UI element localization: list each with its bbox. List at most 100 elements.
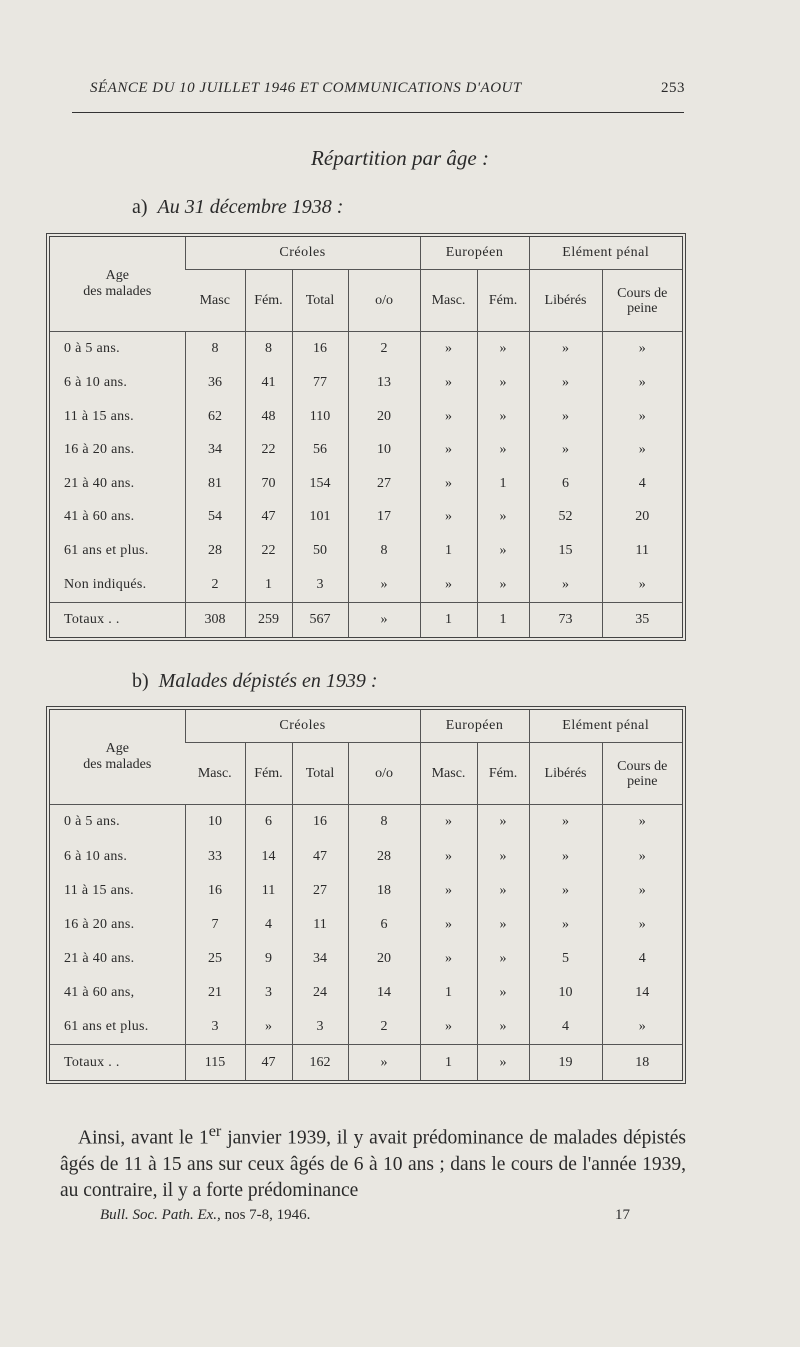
table: Age des malades Créoles Européen Elément pén… bbox=[46, 706, 686, 1084]
header-row: Age des malades Créoles Européen Elément pén… bbox=[50, 710, 683, 805]
cell: » bbox=[528, 433, 603, 467]
cell: 14 bbox=[347, 975, 421, 1010]
table: Age des malades Créoles Européen Elément pén… bbox=[46, 233, 686, 641]
cell: 4 bbox=[244, 907, 292, 942]
cell: 4 bbox=[601, 466, 683, 501]
cell: » bbox=[419, 466, 478, 501]
data-row: 41 à 60 ans. 54 47 101 17»» 52 20 bbox=[50, 500, 683, 535]
cell: 4 bbox=[601, 941, 683, 976]
column-header: Total bbox=[291, 742, 348, 805]
cell: 2 bbox=[184, 567, 245, 603]
header-row: Masc. Fém. Total o/o Masc. Fém. Libérés Cours d… bbox=[50, 742, 683, 805]
cell: 20 bbox=[347, 399, 421, 434]
age-header: Age des malades bbox=[50, 710, 185, 805]
footer: Bull. Soc. Path. Ex., nos 7-8, 1946. 17 bbox=[100, 1207, 630, 1224]
cell: 3 bbox=[291, 1009, 348, 1045]
cell: » bbox=[528, 839, 603, 874]
cell: 1 bbox=[476, 601, 530, 637]
row-label: 11 à 15 ans. bbox=[64, 882, 134, 898]
header-row: Age des malades Créoles Européen Elément pén… bbox=[50, 237, 683, 332]
cell: 8 bbox=[184, 331, 245, 367]
cell: 5 bbox=[528, 941, 603, 976]
cell: » bbox=[419, 366, 478, 400]
cell: 2 bbox=[347, 331, 421, 367]
data-row: 0 à 5 ans. 8 8 16 2»»»» bbox=[50, 331, 683, 367]
column-header: Masc bbox=[185, 269, 245, 332]
row-label: Totaux . . bbox=[50, 1044, 185, 1080]
table-head: Age des malades Créoles Européen Elément pén… bbox=[50, 710, 683, 805]
journal: Bull. Soc. Path. Ex., bbox=[100, 1207, 221, 1223]
cell: » bbox=[419, 839, 478, 874]
cell: » bbox=[476, 975, 530, 1010]
cell: » bbox=[476, 873, 530, 908]
column-header: Cours de peine bbox=[601, 742, 683, 805]
cell: 20 bbox=[347, 941, 421, 976]
data-table: Age des malades Créoles Européen Elément pén… bbox=[50, 710, 683, 1080]
caption-label: a) bbox=[132, 196, 148, 218]
cell: » bbox=[419, 873, 478, 908]
cell: 48 bbox=[244, 399, 292, 434]
cell: 28 bbox=[347, 839, 421, 874]
cell: » bbox=[528, 804, 603, 840]
row-label: 16 à 20 ans. bbox=[64, 442, 135, 458]
age-header-line: des malades bbox=[83, 757, 152, 772]
cell: 7 bbox=[184, 907, 245, 942]
column-header: Fém. bbox=[476, 269, 530, 332]
cell: 110 bbox=[291, 399, 348, 434]
cell: 3 bbox=[291, 567, 348, 603]
row-label: 61 ans et plus. bbox=[64, 542, 149, 558]
column-header: Fém. bbox=[244, 742, 292, 805]
cell: 10 bbox=[528, 975, 603, 1010]
total-row: Totaux . . 115 47 162» 1» 19 18 bbox=[50, 1044, 683, 1080]
group-header: Européen bbox=[419, 237, 530, 270]
row-label: 16 à 20 ans. bbox=[64, 916, 135, 932]
table-caption: a) Au 31 décembre 1938 : bbox=[132, 196, 343, 219]
table-caption: b) Malades dépistés en 1939 : bbox=[132, 670, 378, 693]
row-label: 0 à 5 ans. bbox=[64, 814, 120, 830]
cell: 47 bbox=[244, 500, 292, 535]
row-label: 0 à 5 ans. bbox=[64, 341, 120, 357]
cell: 1 bbox=[476, 466, 530, 501]
cell: » bbox=[476, 567, 530, 603]
column-header: o/o bbox=[347, 269, 421, 332]
cell: 1 bbox=[419, 1044, 478, 1080]
cell: 33 bbox=[184, 839, 245, 874]
cell: 28 bbox=[184, 534, 245, 568]
column-header: Masc. bbox=[419, 269, 478, 332]
data-row: 16 à 20 ans. 34 22 56 10»»»» bbox=[50, 433, 683, 467]
cell: 34 bbox=[291, 941, 348, 976]
cell: 47 bbox=[291, 839, 348, 874]
data-row: 16 à 20 ans. 7 4 11 6»»»» bbox=[50, 907, 683, 942]
cell: » bbox=[419, 804, 478, 840]
cell: » bbox=[476, 399, 530, 434]
header-row: Masc Fém. Total o/o Masc. Fém. Libérés Cours de… bbox=[50, 269, 683, 332]
cell: 6 bbox=[244, 804, 292, 840]
cell: » bbox=[476, 500, 530, 535]
data-row: 0 à 5 ans. 10 6 16 8»»»» bbox=[50, 804, 683, 840]
data-row: 11 à 15 ans. 16 11 27 18»»»» bbox=[50, 873, 683, 908]
cell: » bbox=[419, 907, 478, 942]
row-label: Non indiqués. bbox=[64, 576, 147, 592]
row-label: 6 à 10 ans. bbox=[64, 374, 128, 390]
cell: 14 bbox=[244, 839, 292, 874]
cell: 8 bbox=[347, 804, 421, 840]
running-header: SÉANCE DU 10 JUILLET 1946 ET COMMUNICATI… bbox=[90, 80, 685, 97]
cell: 1 bbox=[419, 975, 478, 1010]
cell: » bbox=[419, 1009, 478, 1045]
cell: 70 bbox=[244, 466, 292, 501]
total-row: Totaux . . 308 259 567» 1 1 73 35 bbox=[50, 601, 683, 637]
cell: 162 bbox=[291, 1044, 348, 1080]
cell: » bbox=[476, 1044, 530, 1080]
cell: 41 bbox=[244, 366, 292, 400]
cell: » bbox=[528, 567, 603, 603]
cell: 19 bbox=[528, 1044, 603, 1080]
cell: 16 bbox=[291, 331, 348, 367]
cell: 50 bbox=[291, 534, 348, 568]
cell: » bbox=[601, 1009, 683, 1045]
cell: 47 bbox=[244, 1044, 292, 1080]
column-header: Fém. bbox=[476, 742, 530, 805]
cell: » bbox=[476, 1009, 530, 1045]
table-head: Age des malades Créoles Européen Elément pén… bbox=[50, 237, 683, 332]
cell: 11 bbox=[291, 907, 348, 942]
